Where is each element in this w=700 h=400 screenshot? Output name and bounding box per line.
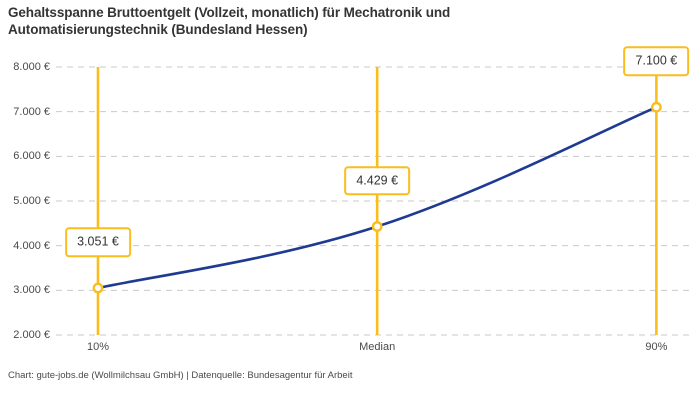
data-labels: 3.051 € 4.429 € 7.100 € bbox=[56, 46, 692, 335]
data-point-marker[interactable] bbox=[650, 101, 662, 113]
x-tick-label: 90% bbox=[645, 341, 668, 353]
data-label-callout: 3.051 € bbox=[65, 227, 131, 257]
data-label-callout: 7.100 € bbox=[623, 46, 690, 76]
data-label-callout: 4.429 € bbox=[344, 165, 411, 196]
y-axis: 8.000 € 7.000 € 6.000 € 5.000 € 4.000 € 3.000… bbox=[0, 61, 50, 341]
chart-source-footer: Chart: gute-jobs.de (Wollmilchsau GmbH) … bbox=[8, 370, 353, 381]
chart-title: Gehaltsspanne Bruttoentgelt (Vollzeit, m… bbox=[8, 5, 451, 37]
series-line-bruttoentgelt bbox=[92, 67, 662, 335]
x-tick-label: 10% bbox=[86, 341, 109, 353]
data-point-marker[interactable] bbox=[371, 221, 383, 232]
y-tick-label: 4.000 € bbox=[13, 239, 50, 252]
plot-area bbox=[56, 66, 692, 336]
gridlines bbox=[56, 66, 692, 336]
x-axis: 10% Median 90% bbox=[56, 341, 692, 359]
y-tick-label: 8.000 € bbox=[13, 61, 50, 73]
x-tick-label: Median bbox=[359, 341, 396, 353]
y-tick-label: 6.000 € bbox=[13, 150, 50, 163]
y-tick-label: 3.000 € bbox=[13, 284, 50, 297]
data-point-marker[interactable] bbox=[92, 282, 104, 294]
y-tick-label: 7.000 € bbox=[13, 105, 50, 118]
y-tick-label: 2.000 € bbox=[13, 329, 50, 341]
y-tick-label: 5.000 € bbox=[13, 195, 50, 207]
